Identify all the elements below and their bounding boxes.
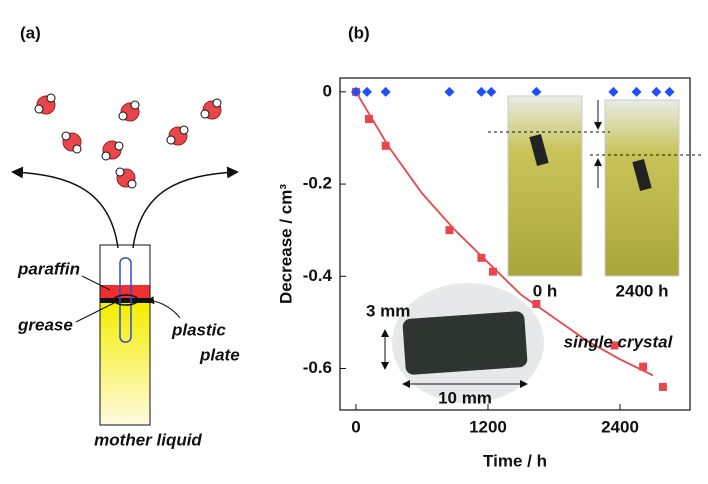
point — [486, 87, 496, 97]
point — [531, 87, 541, 97]
arrow — [133, 172, 236, 248]
molecules — [37, 96, 221, 187]
x-tick-label: 0 — [351, 417, 360, 436]
point — [659, 383, 667, 391]
photo — [508, 96, 582, 276]
x-tick-label: 1200 — [469, 417, 507, 436]
x-tick-label: 2400 — [601, 417, 639, 436]
point — [445, 226, 453, 234]
panel-label: (b) — [348, 23, 370, 42]
point — [489, 268, 497, 276]
y-tick-label: -0.6 — [303, 358, 332, 377]
point — [381, 87, 391, 97]
point — [632, 87, 642, 97]
pointer — [148, 301, 180, 318]
crystal — [402, 311, 528, 375]
annotation: 0 h — [533, 281, 558, 300]
y-tick-label: 0 — [323, 81, 332, 100]
label: plastic — [171, 320, 226, 339]
pointer — [82, 276, 110, 290]
annotation: single crystal — [564, 332, 674, 351]
point — [608, 87, 618, 97]
point — [532, 300, 540, 308]
panel-a: (a) paraffin grease plastic plate mother… — [14, 23, 240, 449]
paraffin-layer — [100, 285, 150, 298]
y-axis-label: Decrease / cm³ — [276, 184, 295, 304]
liquid — [100, 303, 150, 425]
annotation: 10 mm — [438, 388, 492, 407]
point — [665, 87, 675, 97]
label: plate — [199, 345, 240, 364]
point — [639, 363, 647, 371]
insets: 0 h 2400 h single crystal 3 mm 10 mm — [366, 96, 704, 407]
label: paraffin — [17, 259, 80, 278]
label: mother liquid — [94, 430, 202, 449]
point — [476, 87, 486, 97]
point — [651, 87, 661, 97]
point — [362, 87, 372, 97]
y-tick-label: -0.4 — [303, 266, 333, 285]
figure: (a) paraffin grease plastic plate mother… — [0, 0, 708, 484]
point — [382, 142, 390, 150]
point — [444, 87, 454, 97]
annotation: 3 mm — [366, 301, 410, 320]
y-tick-label: -0.2 — [303, 174, 332, 193]
arrow — [14, 172, 118, 248]
annotation: 2400 h — [616, 281, 669, 300]
panel-label: (a) — [20, 23, 41, 42]
label: grease — [17, 315, 73, 334]
point — [365, 115, 373, 123]
x-axis-label: Time / h — [483, 451, 547, 470]
point — [477, 254, 485, 262]
plate-layer — [100, 298, 150, 303]
